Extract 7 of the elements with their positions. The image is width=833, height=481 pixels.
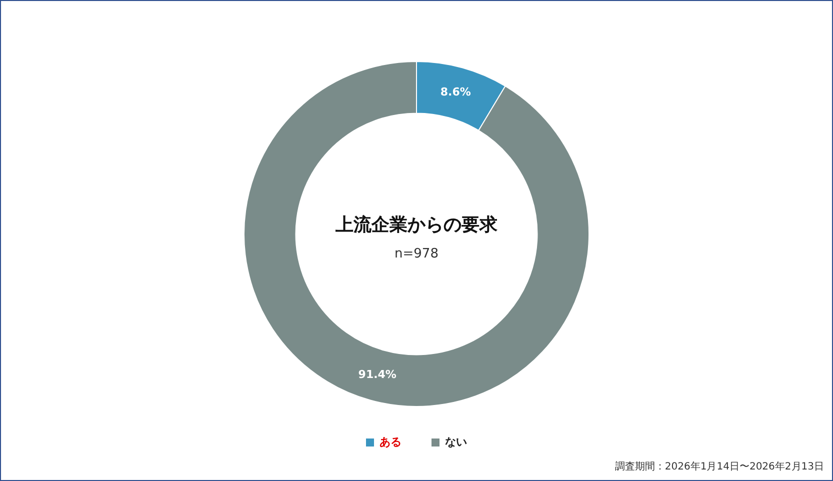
data-label: 91.4% [358, 368, 396, 382]
text: 上流企業からの要求 [334, 214, 498, 236]
legend-label: ある [380, 435, 402, 448]
text: 調査期間：2026年1月14日〜2026年2月13日 [614, 460, 824, 473]
data-label: 8.6% [440, 86, 471, 99]
legend-label: ない [445, 435, 467, 448]
text: n=978 [394, 246, 438, 262]
